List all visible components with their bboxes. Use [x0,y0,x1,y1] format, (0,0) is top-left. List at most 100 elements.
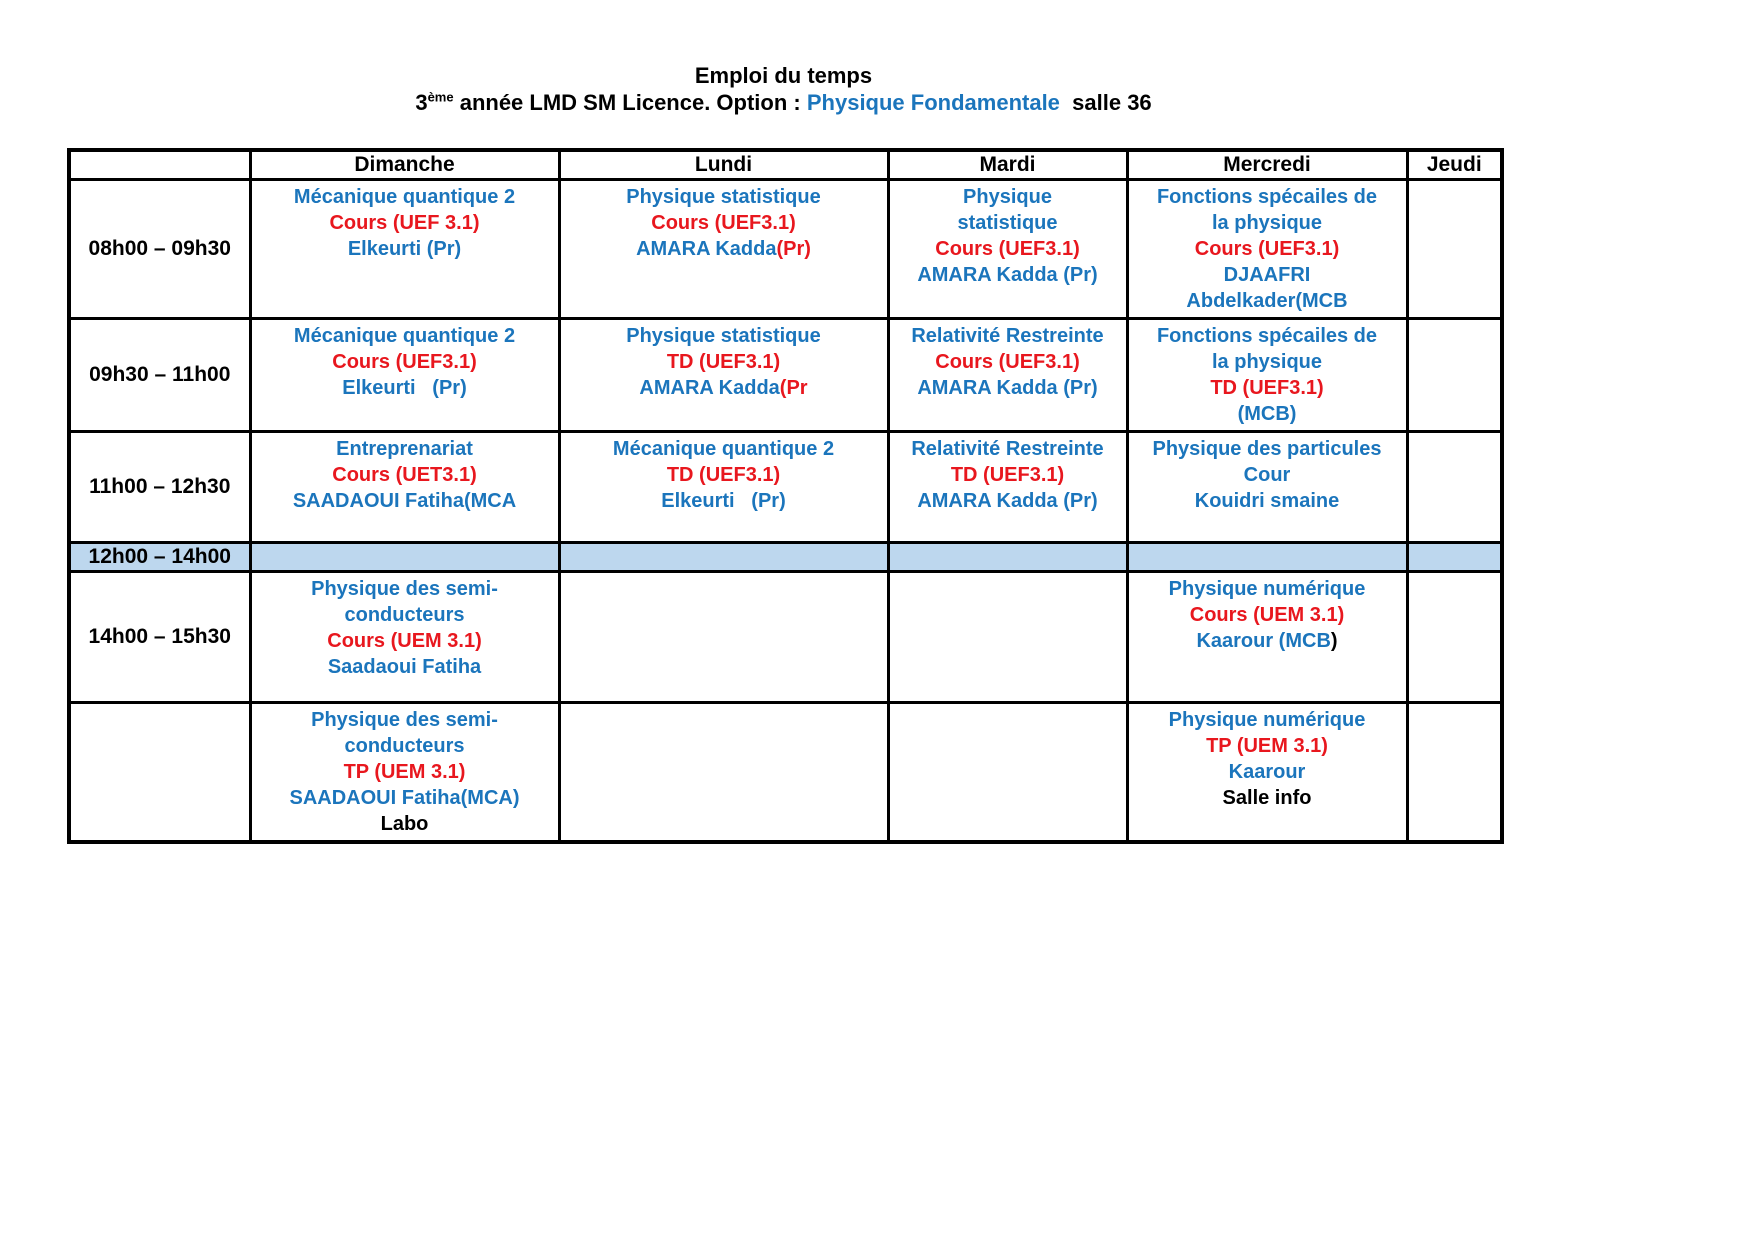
text-segment: (Pr [779,377,808,399]
text-segment: Abdelkader(MCB [1186,290,1348,312]
timetable-cell: Relativité Restreinte TD (UEF3.1) AMARA Ka… [886,430,1129,544]
page-title: Emploi du temps [694,63,873,88]
timetable-head: Dimanche Lundi Mardi Mercredi Jeudi [67,148,1504,181]
timetable-body: 08h00 – 09h30 Mécanique quantique 2 Cours … [67,178,1504,844]
text-segment: TP (UEM 3.1) [343,761,466,783]
timetable-cell: Physique statistique Cours (UEF3.1) AMARA … [557,178,890,320]
text-segment: Cours (UEF 3.1) [329,212,480,234]
timetable-cell [248,541,561,573]
cell-text-line: Elkeurti (Pr) [256,375,554,401]
timetable-cell [1405,701,1504,844]
table-row: 09h30 – 11h00 Mécanique quantique 2 Cours … [67,317,1504,433]
timetable-cell: Fonctions spécailes de la physique TD (UEF… [1125,317,1409,433]
timetable-cell: Fonctions spécailes de la physique Cours (… [1125,178,1409,320]
text-segment: AMARA Kadda [639,377,780,399]
cell-text-line: statistique [894,210,1122,236]
cell-text-line: SAADAOUI Fatiha(MCA [256,488,554,514]
text-segment: Physique numérique [1168,578,1366,600]
timetable-cell [1125,541,1409,573]
cell-text-line: Physique statistique [565,323,883,349]
timetable-cell: Mécanique quantique 2 TD (UEF3.1) Elkeurti… [557,430,890,544]
text-segment: TD (UEF3.1) [666,351,781,373]
cell-text-line: AMARA Kadda (Pr) [894,262,1122,288]
cell-text-line: Mécanique quantique 2 [565,436,883,462]
cell-text-line: AMARA Kadda (Pr) [894,488,1122,514]
text-segment: Cours (UEF3.1) [651,212,796,234]
cell-text-line: Elkeurti (Pr) [565,488,883,514]
text-segment: AMARA Kadda [636,238,777,260]
cell-text-line: SAADAOUI Fatiha(MCA) [256,785,554,811]
text-segment: Elkeurti (Pr) [342,377,467,399]
text-segment: Cours (UEF3.1) [935,351,1080,373]
cell-text-line: Cours (UEF3.1) [256,349,554,375]
text-segment: SAADAOUI Fatiha(MCA) [289,787,520,809]
text-segment: Kaarour (MCB [1196,630,1331,652]
cell-text-line: Mécanique quantique 2 [256,184,554,210]
cell-text-line: Cours (UEF3.1) [894,349,1122,375]
table-row: 14h00 – 15h30 Physique des semi-conducteu… [67,570,1504,704]
table-row: 11h00 – 12h30 Entreprenariat Cours (UET3.1… [67,430,1504,544]
cell-text-line: TD (UEF3.1) [894,462,1122,488]
timetable-cell [886,701,1129,844]
cell-text-line: Abdelkader(MCB [1133,288,1402,314]
subtitle-option-highlight: Physique Fondamentale [806,90,1060,115]
cell-text-line: Entreprenariat [256,436,554,462]
text-segment: Kaarour [1228,761,1306,783]
column-header-time [67,148,252,181]
text-segment: Elkeurti (Pr) [347,238,462,260]
cell-text-line: Cours (UEF3.1) [565,210,883,236]
text-segment: Entreprenariat [336,438,473,460]
text-segment: Fonctions spécailes de [1156,325,1378,347]
cell-text-line: Physique des semi- [256,576,554,602]
timetable-cell [886,570,1129,704]
subtitle-suffix: salle 36 [1059,90,1152,115]
lunch-break-row: 12h00 – 14h00 [67,541,1504,573]
cell-text-line: DJAAFRI [1133,262,1402,288]
cell-text-line: Kaarour (MCB) [1133,628,1402,654]
cell-text-line: Salle info [1133,785,1402,811]
cell-text-line: la physique [1133,210,1402,236]
text-segment: Physique numérique [1168,709,1366,731]
cell-text-line: Physique numérique [1133,576,1402,602]
cell-text-line: Physique [894,184,1122,210]
text-segment: AMARA Kadda (Pr) [917,264,1098,286]
cell-text-line: TP (UEM 3.1) [256,759,554,785]
cell-text-line: Physique statistique [565,184,883,210]
time-slot-label: 14h00 – 15h30 [67,570,252,704]
text-segment: Physique statistique [626,186,821,208]
timetable-cell: Physique des semi-conducteurs Cours (UEM … [248,570,561,704]
cell-text-line: conducteurs [256,733,554,759]
text-segment: SAADAOUI Fatiha(MCA [292,490,517,512]
cell-text-line: Kaarour [1133,759,1402,785]
text-segment: Physique des particules [1152,438,1382,460]
cell-text-line: Cours (UEF3.1) [894,236,1122,262]
time-slot-label: 09h30 – 11h00 [67,317,252,433]
cell-text-line: Physique numérique [1133,707,1402,733]
timetable-cell: Physique des particules Cour Kouidri smain… [1125,430,1409,544]
cell-text-line: Elkeurti (Pr) [256,236,554,262]
time-slot-label: 08h00 – 09h30 [67,178,252,320]
timetable-cell: Physique des semi-conducteurs TP (UEM 3.1… [248,701,561,844]
document-header: Emploi du temps 3ème année LMD SM Licenc… [67,62,1500,116]
cell-text-line: (MCB) [1133,401,1402,427]
timetable-cell: Entreprenariat Cours (UET3.1) SAADAOUI Fat… [248,430,561,544]
text-segment: Cours (UET3.1) [332,464,477,486]
text-segment: DJAAFRI [1223,264,1311,286]
timetable-cell [1405,178,1504,320]
text-segment: ) [1330,630,1338,652]
text-segment: conducteurs [344,735,465,757]
cell-text-line: Kouidri smaine [1133,488,1402,514]
text-segment: Cour [1243,464,1291,486]
text-segment: Mécanique quantique 2 [612,438,835,460]
subtitle-superscript: ème [427,89,454,105]
timetable-cell: Physique statistique TD (UEF3.1) AMARA Kad… [557,317,890,433]
cell-text-line: Saadaoui Fatiha [256,654,554,680]
column-header-mercredi: Mercredi [1125,148,1409,181]
text-segment: AMARA Kadda (Pr) [917,490,1098,512]
cell-text-line: Cours (UET3.1) [256,462,554,488]
timetable-cell [1405,541,1504,573]
cell-text-line: Relativité Restreinte [894,323,1122,349]
text-segment: AMARA Kadda (Pr) [917,377,1098,399]
cell-text-line: TD (UEF3.1) [565,349,883,375]
